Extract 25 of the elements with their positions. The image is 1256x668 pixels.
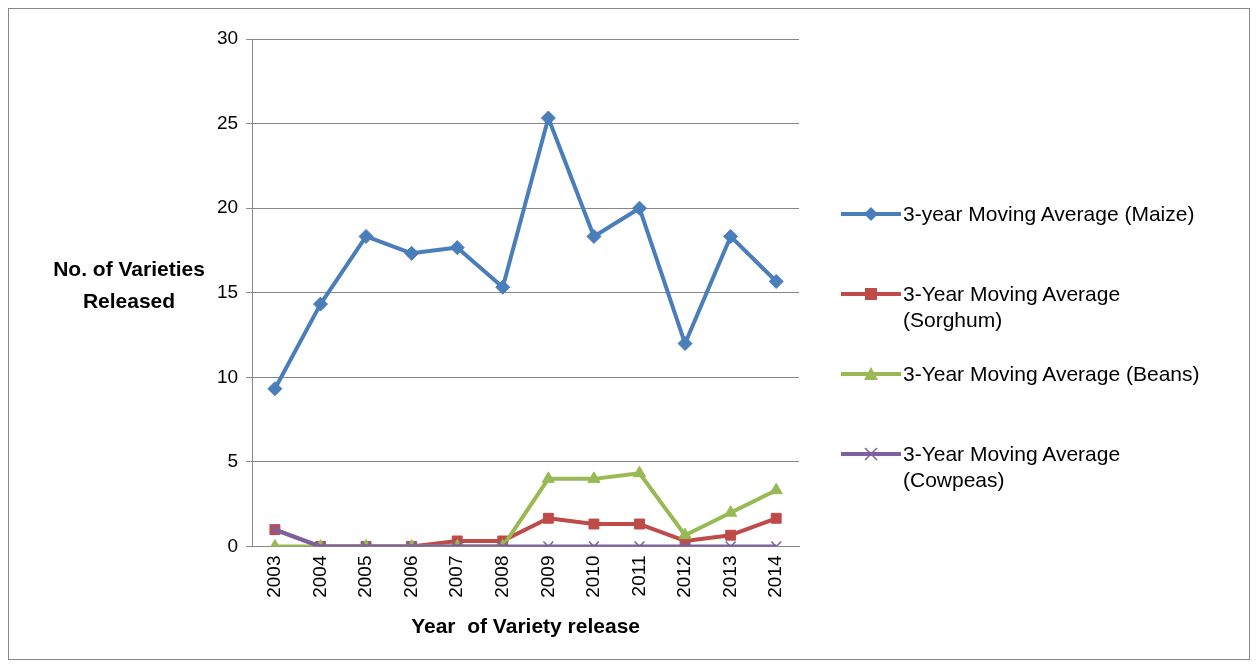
- y-tick-label: 5: [227, 450, 239, 472]
- x-axis-title: Year of Variety release: [411, 614, 640, 638]
- x-tick-label: 2014: [764, 555, 786, 598]
- y-tick-label: 25: [216, 111, 239, 133]
- x-tick-label: 2006: [399, 555, 421, 598]
- y-axis-title: No. of Varieties Released: [53, 257, 205, 312]
- x-tick-label: 2013: [718, 555, 740, 598]
- y-tick-label: 0: [227, 534, 239, 556]
- x-tick-label: 2003: [263, 555, 285, 598]
- legend-label: 3-year Moving Average (Maize): [903, 201, 1195, 227]
- legend-label: 3-Year Moving Average (Sorghum): [903, 281, 1122, 333]
- x-tick-label: 2012: [673, 555, 695, 598]
- legend-label: 3-Year Moving Average (Beans): [903, 361, 1200, 387]
- x-tick-label: 2008: [491, 555, 513, 598]
- x-tick-label: 2007: [445, 555, 467, 598]
- y-tick-label: 20: [216, 196, 239, 218]
- x-tick-label: 2011: [627, 555, 649, 597]
- x-tick-label: 2004: [308, 555, 330, 598]
- x-tick-label: 2009: [536, 555, 558, 598]
- legend-label: 3-Year Moving Average (Cowpeas): [903, 441, 1122, 493]
- x-tick-label: 2005: [354, 555, 376, 598]
- y-tick-label: 30: [216, 27, 239, 49]
- y-tick-label: 10: [216, 365, 239, 387]
- y-tick-label: 15: [216, 281, 239, 302]
- x-tick-label: 2010: [582, 555, 604, 598]
